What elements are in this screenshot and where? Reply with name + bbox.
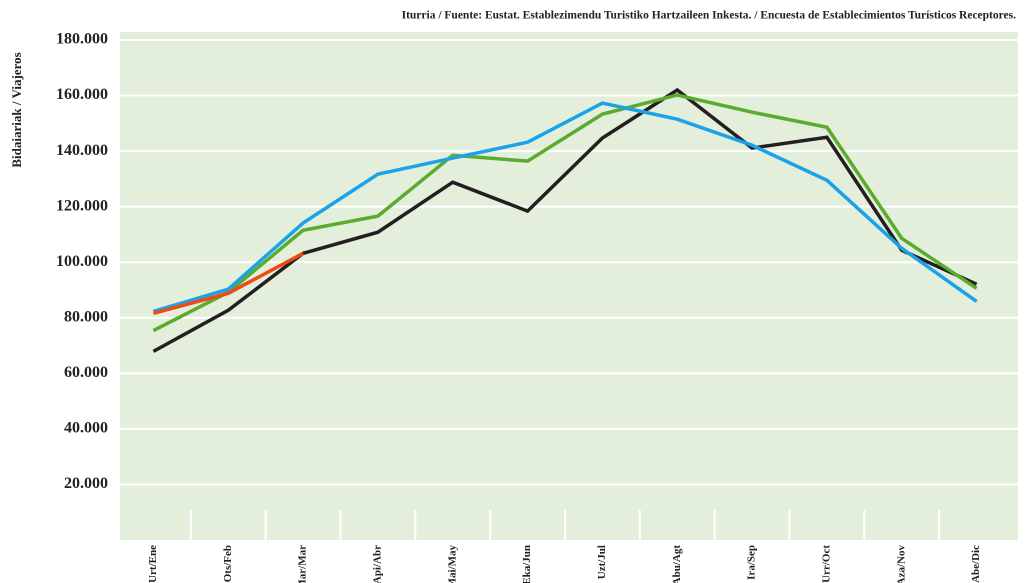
x-tick-label: Api/Abr — [371, 545, 383, 583]
x-tick-label: Uzt/Jul — [596, 545, 608, 579]
x-tick-label: Mar/Mar — [297, 545, 309, 583]
x-tick-label: Ira/Sep — [746, 545, 758, 580]
series-line — [152, 87, 978, 353]
x-tick-label: Ots/Feb — [222, 545, 234, 582]
y-tick-label: 20.000 — [64, 475, 108, 492]
series-line — [152, 101, 978, 314]
x-tick-label: Urt/Ene — [147, 545, 159, 583]
x-tick-label: Abu/Agt — [671, 545, 683, 583]
y-tick-label: 80.000 — [64, 308, 108, 325]
y-tick-label: 100.000 — [56, 253, 108, 270]
y-tick-label: 120.000 — [56, 197, 108, 214]
x-tick-label: Urr/Oct — [820, 545, 832, 583]
y-tick-label: 180.000 — [56, 31, 108, 48]
y-tick-label: 60.000 — [64, 364, 108, 381]
x-tick-label: Eka/Jun — [521, 545, 533, 583]
x-tick-label: Aza/Nov — [895, 545, 907, 583]
y-axis-label: Bidaiariak / Viajeros — [9, 52, 24, 167]
x-tick-label: Abe/Dic — [970, 545, 982, 583]
plot-background — [120, 32, 1018, 540]
x-tick-label: Mai/May — [446, 545, 458, 583]
series-line — [152, 251, 304, 316]
series-line — [152, 93, 978, 333]
source-note: Iturria / Fuente: Eustat. Establezimendu… — [402, 10, 1017, 22]
y-tick-label: 140.000 — [56, 142, 108, 159]
y-tick-label: 160.000 — [56, 86, 108, 103]
y-tick-label: 40.000 — [64, 420, 108, 437]
